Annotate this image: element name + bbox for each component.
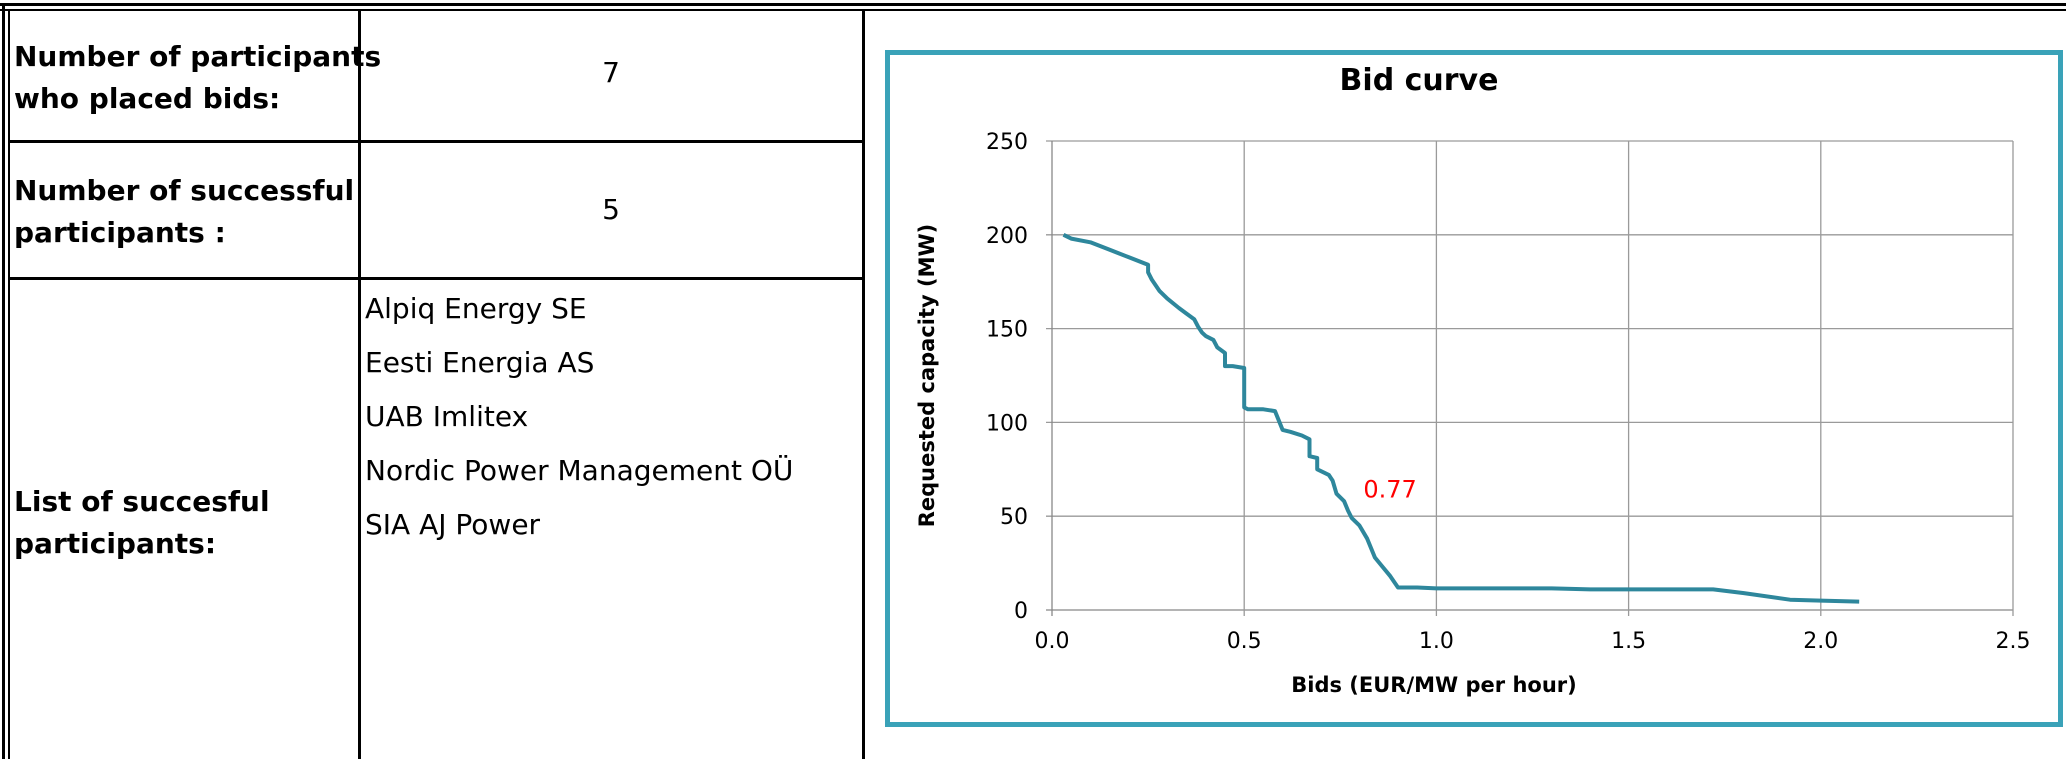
bid-curve-svg: Bid curve 0 50 100 150 200 250 0.0 0.5 1.0 1.5 2.… (915, 63, 2031, 697)
successful-list-label: List of succesful participants: (14, 481, 270, 565)
table-column-divider (358, 9, 361, 759)
y-tick-label: 250 (986, 130, 1028, 155)
successful-count-value: 5 (602, 193, 620, 226)
outer-border-top (0, 3, 2066, 6)
successful-list-label-line1: List of succesful (14, 485, 270, 518)
successful-count-value-cell: 5 (360, 143, 862, 277)
participants-bid-value-cell: 7 (360, 11, 862, 140)
y-tick-label: 150 (986, 318, 1028, 343)
x-axis-label: Bids (EUR/MW per hour) (1291, 673, 1576, 697)
participants-bid-label: Number of participants who placed bids: (14, 36, 381, 120)
outer-border-left-inner (8, 9, 10, 759)
participant-list: Alpiq Energy SE Eesti Energia AS UAB Iml… (365, 282, 793, 552)
participants-bid-label-line1: Number of participants (14, 40, 382, 73)
bid-curve-chart: Bid curve 0 50 100 150 200 250 0.0 0.5 1.0 1.5 2.… (885, 50, 2063, 727)
list-item: UAB Imlitex (365, 400, 529, 433)
y-tick-label: 200 (986, 224, 1028, 249)
y-tick-label: 100 (986, 411, 1028, 436)
summary-table: Number of participants who placed bids: … (0, 0, 866, 759)
x-tick-label: 2.5 (1996, 629, 2031, 654)
table-right-border (862, 9, 865, 759)
list-item: SIA AJ Power (365, 508, 541, 541)
participants-bid-label-line2: who placed bids: (14, 82, 281, 115)
x-tick-label: 0.5 (1227, 629, 1262, 654)
list-item: Nordic Power Management OÜ (365, 454, 794, 487)
successful-count-label-line2: participants : (14, 216, 226, 249)
y-tick-label: 0 (1014, 599, 1028, 624)
participants-bid-value: 7 (602, 56, 620, 89)
y-tick-labels: 0 50 100 150 200 250 (986, 130, 1028, 624)
outer-border-top-inner (0, 9, 2066, 11)
x-tick-label: 0.0 (1035, 629, 1070, 654)
table-row-divider-2 (8, 277, 864, 280)
outer-border-left (2, 3, 5, 759)
chart-grid (1046, 140, 2014, 616)
y-tick-label: 50 (1000, 505, 1028, 530)
y-axis-label: Requested capacity (MW) (915, 224, 939, 528)
successful-count-label: Number of successful participants : (14, 170, 354, 254)
series-line (1062, 233, 1860, 604)
list-item: Alpiq Energy SE (365, 292, 587, 325)
x-tick-label: 1.5 (1611, 629, 1646, 654)
x-tick-labels: 0.0 0.5 1.0 1.5 2.0 2.5 (1035, 629, 2031, 654)
successful-count-label-line1: Number of successful (14, 174, 355, 207)
x-tick-label: 1.0 (1419, 629, 1454, 654)
list-item: Eesti Energia AS (365, 346, 595, 379)
successful-list-label-line2: participants: (14, 527, 217, 560)
table-row-divider-1 (8, 140, 864, 143)
x-tick-label: 2.0 (1803, 629, 1838, 654)
chart-title: Bid curve (1340, 63, 1499, 98)
chart-annotation: 0.77 (1363, 475, 1416, 503)
